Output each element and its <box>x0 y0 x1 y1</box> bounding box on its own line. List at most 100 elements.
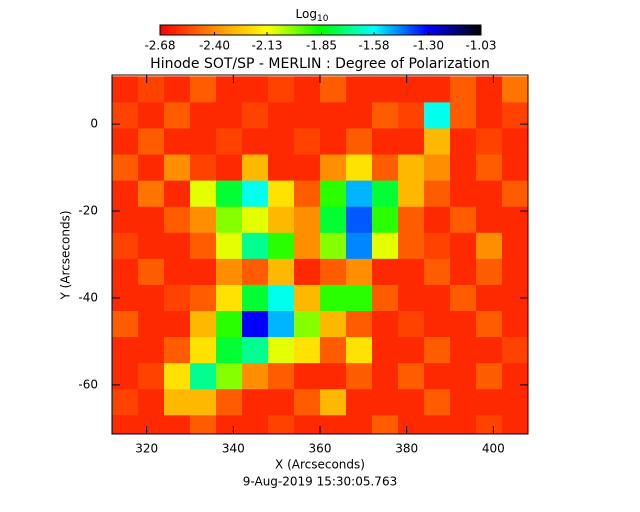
colorbar-swatch <box>412 25 416 35</box>
colorbar-swatch <box>390 25 394 35</box>
colorbar-swatch <box>234 25 237 35</box>
colorbar-swatch <box>216 25 219 35</box>
heatmap-cell <box>372 284 399 312</box>
colorbar-swatch <box>312 25 315 35</box>
colorbar-swatch <box>304 25 307 35</box>
colorbar-label: Log10 <box>296 7 329 24</box>
heatmap-cell <box>242 311 269 338</box>
heatmap-cell <box>216 415 243 434</box>
colorbar-swatch <box>294 25 297 35</box>
colorbar-swatch <box>268 25 271 35</box>
heatmap-cell <box>190 389 217 416</box>
heatmap-cell <box>476 154 503 182</box>
heatmap-cell <box>242 284 269 312</box>
heatmap-cell <box>112 102 139 129</box>
colorbar-swatch <box>340 25 344 35</box>
x-tick-label: 360 <box>309 442 332 456</box>
heatmap-cell <box>294 415 321 434</box>
colorbar-swatch <box>326 25 330 35</box>
heatmap-cell <box>424 415 451 434</box>
heatmap-cell <box>320 102 347 129</box>
heatmap-cell <box>346 389 373 416</box>
colorbar-swatch <box>186 25 189 35</box>
heatmap-cell <box>320 154 347 182</box>
colorbar-swatch <box>460 25 464 35</box>
colorbar-swatch <box>404 25 408 35</box>
heatmap-cell <box>502 415 528 434</box>
heatmap-cell <box>320 337 347 364</box>
heatmap-cell <box>242 206 269 234</box>
colorbar-swatch <box>330 25 334 35</box>
heatmap-cell <box>138 415 165 434</box>
colorbar-swatch <box>292 25 295 35</box>
colorbar-swatch <box>384 25 388 35</box>
heatmap-cell <box>242 128 269 156</box>
colorbar-swatch <box>266 25 269 35</box>
colorbar-swatch <box>318 25 321 35</box>
heatmap-cell <box>346 128 373 156</box>
colorbar-swatch <box>438 25 442 35</box>
heatmap-cell <box>450 206 477 234</box>
heatmap-cell <box>476 284 503 312</box>
colorbar-swatch <box>476 25 480 35</box>
heatmap-cell <box>112 180 139 208</box>
heatmap-cell <box>294 232 321 260</box>
heatmap-cell <box>398 76 425 103</box>
colorbar-swatch <box>466 25 470 35</box>
colorbar-swatch <box>280 25 283 35</box>
colorbar-swatch <box>436 25 440 35</box>
heatmap-cell <box>112 389 139 416</box>
heatmap-cell <box>216 206 243 234</box>
colorbar-swatch <box>208 25 211 35</box>
heatmap-cell <box>216 102 243 129</box>
colorbar-swatch <box>214 25 217 35</box>
heatmap-cell <box>242 337 269 364</box>
heatmap-cell <box>346 180 373 208</box>
heatmap-cell <box>112 258 139 286</box>
heatmap-cell <box>320 363 347 390</box>
colorbar-swatch <box>262 25 265 35</box>
heatmap-cell <box>502 363 528 390</box>
heatmap-cell <box>294 337 321 364</box>
colorbar-swatch <box>380 25 384 35</box>
heatmap-cell <box>372 154 399 182</box>
heatmap-cell <box>294 311 321 338</box>
heatmap-cell <box>138 180 165 208</box>
colorbar-swatch <box>230 25 233 35</box>
colorbar-swatch <box>206 25 209 35</box>
heatmap-cell <box>138 389 165 416</box>
colorbar-swatch <box>358 25 362 35</box>
heatmap-cell <box>424 337 451 364</box>
colorbar-swatch <box>264 25 267 35</box>
colorbar-swatch <box>192 25 195 35</box>
colorbar-swatch <box>302 25 305 35</box>
heatmap-cell <box>242 389 269 416</box>
colorbar-swatch <box>474 25 478 35</box>
colorbar-swatch <box>406 25 410 35</box>
colorbar-swatch <box>168 25 171 35</box>
heatmap-cell <box>502 311 528 338</box>
heatmap-cell <box>320 284 347 312</box>
heatmap-cell <box>372 232 399 260</box>
heatmap-cell <box>398 363 425 390</box>
colorbar-swatch <box>260 25 263 35</box>
colorbar-swatch <box>464 25 468 35</box>
colorbar-swatch <box>370 25 374 35</box>
colorbar-swatch <box>246 25 249 35</box>
heatmap-cell <box>268 363 295 390</box>
colorbar-swatch <box>328 25 332 35</box>
heatmap-cell <box>476 415 503 434</box>
colorbar-swatch <box>410 25 414 35</box>
x-tick-label: 400 <box>482 442 505 456</box>
heatmap-cell <box>424 76 451 103</box>
colorbar-swatch <box>458 25 462 35</box>
colorbar-swatch <box>456 25 460 35</box>
heatmap-cell <box>268 102 295 129</box>
colorbar-swatch <box>446 25 450 35</box>
colorbar-swatch <box>478 25 482 35</box>
heatmap-cell <box>372 206 399 234</box>
colorbar-swatch <box>174 25 177 35</box>
x-tick-label: 320 <box>135 442 158 456</box>
heatmap-cell <box>476 232 503 260</box>
heatmap-cell <box>372 363 399 390</box>
